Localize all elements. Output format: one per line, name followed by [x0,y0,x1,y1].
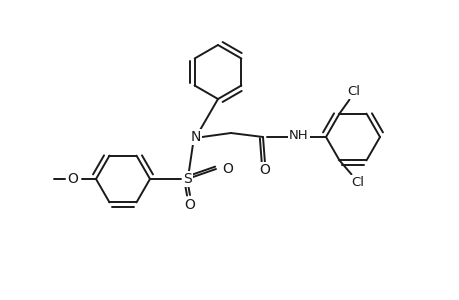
Text: Cl: Cl [346,85,359,98]
Text: NH: NH [289,128,308,142]
Text: O: O [184,198,195,212]
Text: Cl: Cl [350,176,363,189]
Text: S: S [183,172,192,186]
Text: O: O [259,163,270,177]
Text: O: O [67,172,78,186]
Text: O: O [222,162,233,176]
Text: N: N [190,130,201,144]
